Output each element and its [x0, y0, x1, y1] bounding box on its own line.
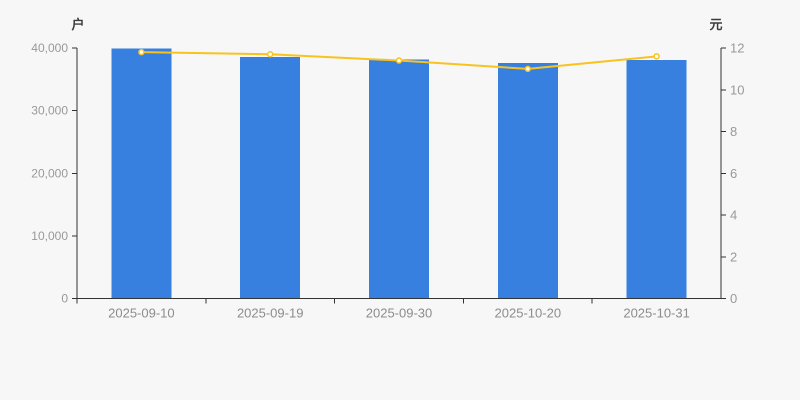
y-left-tick-label: 20,000 — [31, 166, 68, 180]
right-axis-title: 元 — [709, 17, 723, 32]
x-axis-category-label: 2025-09-19 — [237, 306, 304, 321]
y-right-tick-label: 8 — [730, 124, 737, 139]
y-left-tick-label: 10,000 — [31, 229, 68, 243]
y-right-tick-label: 2 — [730, 249, 737, 264]
bar — [497, 63, 558, 299]
y-right-tick-label: 0 — [730, 291, 737, 306]
bar — [240, 56, 301, 299]
y-right-tick-label: 4 — [730, 208, 737, 223]
x-axis-category-label: 2025-09-10 — [108, 306, 175, 321]
x-axis-category-label: 2025-10-31 — [623, 306, 690, 321]
bar — [369, 59, 429, 299]
y-right-tick-label: 6 — [730, 166, 737, 181]
line-point-marker — [653, 53, 660, 60]
y-right-tick-label: 12 — [730, 41, 744, 56]
line-point-marker — [524, 65, 532, 73]
bar — [626, 59, 687, 299]
line-point-marker — [395, 57, 403, 64]
y-left-tick-label: 0 — [61, 292, 68, 306]
left-axis-title: 户 — [71, 17, 85, 32]
x-axis-category-label: 2025-09-30 — [366, 306, 433, 321]
y-left-tick-label: 40,000 — [31, 41, 68, 55]
y-left-tick-label: 30,000 — [31, 104, 68, 118]
bar — [111, 48, 172, 299]
line-point-marker — [138, 48, 145, 56]
line-point-marker — [266, 51, 274, 58]
y-right-tick-label: 10 — [730, 82, 744, 97]
x-axis-category-label: 2025-10-20 — [495, 306, 562, 321]
